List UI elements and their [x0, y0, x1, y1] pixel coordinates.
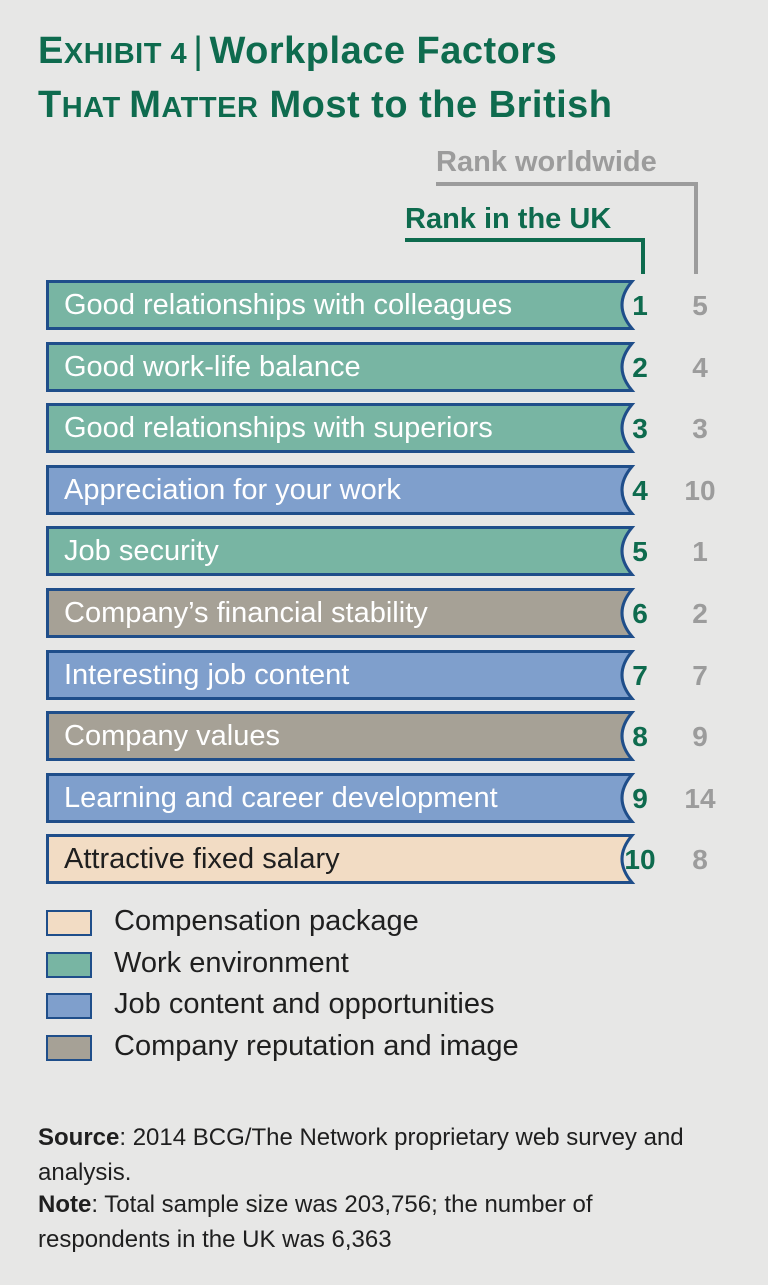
rank-uk-value: 10	[624, 844, 656, 875]
factor-bar	[46, 711, 636, 761]
title-exhibit-initial: E	[38, 30, 64, 72]
rank-uk-value: 2	[632, 352, 648, 383]
title-line2-text: Most to the British	[258, 84, 613, 126]
rank-worldwide-value: 2	[692, 598, 708, 629]
source-text: : 2014 BCG/The Network proprietary web s…	[38, 1124, 684, 1186]
factor-row: Job security 5 1	[0, 526, 768, 576]
rank-worldwide-value: 10	[684, 475, 716, 506]
legend-label: Compensation package	[114, 905, 419, 937]
rank-worldwide-bracket-vertical	[694, 182, 698, 274]
source-note: Source: 2014 BCG/The Network proprietary…	[38, 1120, 728, 1190]
factor-row: Good work-life balance 2 4	[0, 342, 768, 392]
rank-worldwide-header: Rank worldwide	[436, 146, 657, 178]
rank-worldwide-value: 1	[692, 536, 708, 567]
rank-worldwide-value: 9	[692, 721, 708, 752]
factor-bar-fill	[46, 403, 636, 453]
legend-label: Company reputation and image	[114, 1030, 519, 1062]
title-that-initial: T	[38, 84, 62, 126]
legend-label: Job content and opportunities	[114, 988, 495, 1020]
factor-bar	[46, 526, 636, 576]
factor-label: Good relationships with colleagues	[64, 289, 513, 321]
factor-bar-fill	[46, 711, 636, 761]
factor-row: Interesting job content 7 7	[0, 650, 768, 700]
factor-row: Company’s financial stability 6 2	[0, 588, 768, 638]
rank-uk-header: Rank in the UK	[405, 203, 612, 235]
factor-bar-fill	[46, 280, 636, 330]
title-matter-initial: M	[129, 84, 162, 126]
note-text: : Total sample size was 203,756; the num…	[38, 1191, 593, 1253]
factor-row: Good relationships with superiors 3 3	[0, 403, 768, 453]
factor-label: Appreciation for your work	[64, 474, 401, 506]
factor-bar-fill	[46, 465, 636, 515]
factor-bar	[46, 403, 636, 453]
legend-label: Work environment	[114, 947, 349, 979]
title-exhibit-rest: XHIBIT 4	[63, 38, 188, 70]
sample-note: Note: Total sample size was 203,756; the…	[38, 1187, 728, 1257]
factor-label: Interesting job content	[64, 659, 350, 691]
rank-uk-value: 1	[632, 290, 648, 321]
factor-label: Company values	[64, 720, 280, 752]
factor-row: Learning and career development 9 14	[0, 773, 768, 823]
factor-bar	[46, 834, 636, 884]
rank-uk-value: 7	[632, 660, 648, 691]
factor-label: Company’s financial stability	[64, 597, 428, 629]
factor-bar-fill	[46, 773, 636, 823]
factor-bar	[46, 650, 636, 700]
title-separator: |	[193, 30, 204, 72]
factor-bar-fill	[46, 342, 636, 392]
note-label: Note	[38, 1191, 92, 1218]
factor-label: Attractive fixed salary	[64, 843, 340, 875]
rank-worldwide-value: 7	[692, 660, 708, 691]
chart-title-line-1: EXHIBIT 4 | Workplace Factors	[38, 30, 557, 73]
rank-worldwide-bracket-horizontal	[436, 182, 698, 186]
rank-worldwide-value: 8	[692, 844, 708, 875]
rank-worldwide-value: 5	[692, 290, 708, 321]
chart-title-line-2: THAT MATTER Most to the British	[38, 84, 613, 127]
factor-row: Attractive fixed salary 10 8	[0, 834, 768, 884]
factor-row: Company values 8 9	[0, 711, 768, 761]
factor-row: Appreciation for your work 4 10	[0, 465, 768, 515]
factor-bar-fill	[46, 588, 636, 638]
legend-swatch	[46, 952, 92, 978]
rank-uk-value: 6	[632, 598, 648, 629]
factor-bar-fill	[46, 650, 636, 700]
factor-bar-fill	[46, 834, 636, 884]
rank-uk-value: 9	[632, 783, 648, 814]
factor-bar	[46, 280, 636, 330]
rank-uk-value: 3	[632, 413, 648, 444]
rank-uk-value: 5	[632, 536, 648, 567]
legend-swatch	[46, 993, 92, 1019]
factor-bar	[46, 588, 636, 638]
rank-worldwide-value: 3	[692, 413, 708, 444]
rank-uk-bracket-vertical	[641, 238, 645, 274]
factor-bar	[46, 465, 636, 515]
factor-bar-fill	[46, 526, 636, 576]
factor-label: Job security	[64, 535, 219, 567]
rank-uk-value: 4	[632, 475, 648, 506]
factor-label: Good work-life balance	[64, 351, 361, 383]
factor-label: Learning and career development	[64, 782, 498, 814]
source-label: Source	[38, 1124, 120, 1151]
rank-worldwide-value: 4	[692, 352, 708, 383]
legend-swatch	[46, 1035, 92, 1061]
title-that-rest: HAT	[61, 92, 130, 124]
factor-label: Good relationships with superiors	[64, 412, 493, 444]
legend-swatch	[46, 910, 92, 936]
title-matter-rest: ATTER	[161, 92, 259, 124]
rank-worldwide-value: 14	[684, 783, 716, 814]
rank-uk-value: 8	[632, 721, 648, 752]
factor-bar	[46, 773, 636, 823]
factor-row: Good relationships with colleagues 1 5	[0, 280, 768, 330]
rank-uk-bracket-horizontal	[405, 238, 645, 242]
factor-bar	[46, 342, 636, 392]
title-line1-text: Workplace Factors	[209, 30, 558, 72]
